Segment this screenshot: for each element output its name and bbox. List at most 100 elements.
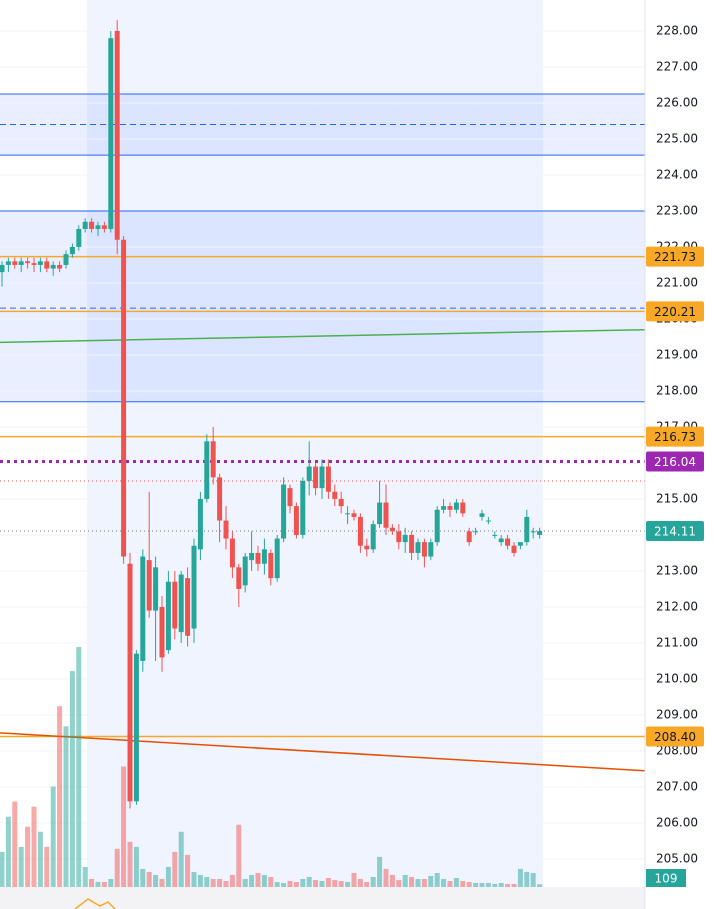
y-tick-label: 225.00: [656, 131, 698, 145]
volume-bar: [261, 874, 267, 887]
candle-body: [217, 477, 223, 521]
volume-bar: [332, 879, 338, 887]
volume-bar: [159, 878, 165, 887]
price-badge: [646, 451, 704, 472]
volume-bar: [101, 881, 107, 887]
price-badge: [646, 726, 704, 747]
volume-bar: [37, 831, 43, 887]
candle-body: [165, 581, 171, 651]
volume-bar: [287, 880, 293, 887]
candle-body: [524, 516, 530, 543]
volume-bar: [466, 881, 472, 887]
volume-bar: [345, 881, 351, 887]
candle-body: [5, 261, 11, 265]
candle-body: [18, 261, 24, 265]
volume-bar: [447, 880, 453, 887]
volume-bar: [249, 874, 255, 887]
candle-body: [261, 549, 267, 564]
candle-body: [57, 264, 63, 269]
volume-bar: [121, 766, 127, 887]
y-tick-label: 215.00: [656, 491, 698, 505]
volume-bar: [325, 877, 331, 887]
volume-bar: [505, 883, 511, 887]
volume-bar: [389, 874, 395, 887]
volume-bar: [511, 883, 517, 887]
price-badge-label: 208.40: [654, 730, 696, 744]
price-badge: [646, 246, 704, 267]
volume-bar: [178, 831, 184, 887]
y-tick-label: 227.00: [656, 59, 698, 73]
volume-bar: [76, 647, 82, 887]
volume-bar: [197, 874, 203, 887]
candle-body: [498, 538, 504, 543]
candle-body: [95, 225, 101, 229]
volume-bar: [319, 880, 325, 887]
candle-body: [223, 520, 229, 539]
volume-bar: [441, 878, 447, 887]
volume-bar: [210, 878, 216, 887]
indicator-line: [74, 898, 116, 909]
candle-body: [12, 261, 18, 265]
candle-body: [229, 538, 235, 568]
candle-body: [370, 524, 376, 550]
candle-body: [517, 542, 523, 546]
candle-body: [428, 542, 434, 557]
volume-bar: [453, 877, 459, 887]
y-tick-label: 210.00: [656, 671, 698, 685]
candle-body: [50, 264, 56, 269]
candle-body: [319, 466, 325, 489]
candle-body: [121, 239, 127, 557]
volume-bar: [44, 846, 50, 887]
volume-bar: [485, 882, 491, 887]
candle-body: [293, 506, 299, 535]
volume-bar: [300, 878, 306, 887]
candle-body: [389, 527, 395, 532]
candle-body: [537, 530, 543, 535]
volume-bar: [172, 851, 178, 887]
volume-bar: [313, 879, 319, 887]
candle-body: [185, 578, 191, 636]
candle-body: [249, 552, 255, 561]
candle-body: [364, 545, 370, 550]
candle-body: [89, 221, 95, 229]
candle-body: [127, 563, 133, 802]
y-tick-label: 209.00: [656, 707, 698, 721]
candle-body: [140, 556, 146, 661]
candle-body: [255, 552, 261, 564]
volume-bar: [402, 874, 408, 887]
candle-body: [505, 538, 511, 546]
y-tick-label: 223.00: [656, 203, 698, 217]
volume-bar: [69, 671, 75, 887]
candle-body: [300, 480, 306, 535]
volume-bar: [242, 878, 248, 887]
candle-body: [485, 520, 491, 522]
volume-bar: [146, 871, 152, 887]
volume-bar: [421, 878, 427, 887]
y-tick-label: 212.00: [656, 599, 698, 613]
volume-bar: [223, 880, 229, 887]
volume-bar: [396, 879, 402, 887]
candle-body: [402, 534, 408, 543]
price-badge-label: 214.11: [654, 524, 696, 538]
candle-body: [466, 531, 472, 543]
candle-body: [421, 542, 427, 557]
candle-body: [396, 531, 402, 543]
volume-bar: [57, 706, 63, 887]
candle-body: [338, 498, 344, 507]
volume-bar: [114, 848, 120, 887]
volume-bar: [140, 868, 146, 887]
volume-bar: [377, 856, 383, 887]
candle-body: [159, 606, 165, 658]
volume-bar: [537, 884, 543, 887]
y-tick-label: 213.00: [656, 563, 698, 577]
volume-bar: [108, 878, 114, 887]
volume-bar: [338, 880, 344, 887]
price-badge: [646, 301, 704, 322]
price-badge-label: 216.04: [654, 455, 696, 469]
volume-bar: [127, 841, 133, 887]
candle-body: [345, 513, 351, 515]
volume-bar: [370, 876, 376, 887]
volume-bar: [473, 882, 479, 887]
volume-badge: [646, 869, 686, 887]
